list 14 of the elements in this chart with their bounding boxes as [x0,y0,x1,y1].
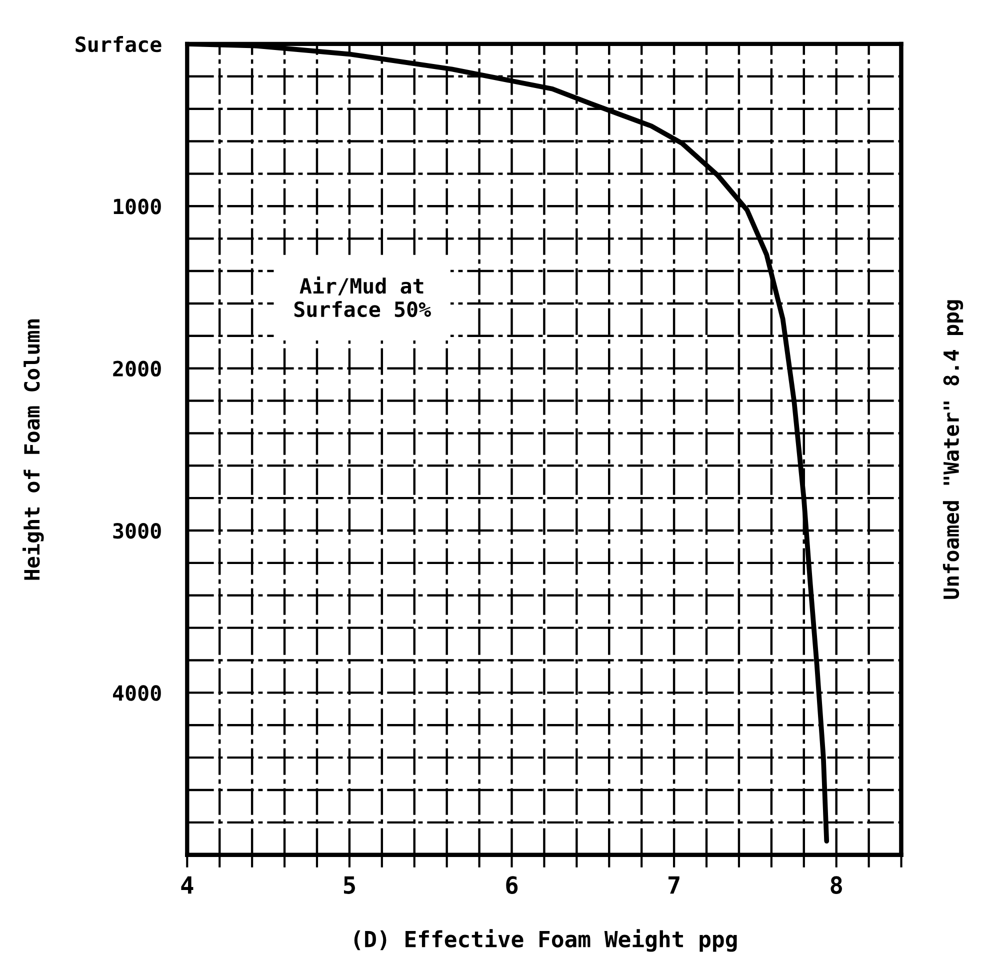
annotation: Air/Mud at Surface 50% [294,276,431,318]
x-tick-label: 6 [506,876,518,894]
y-tick-label: 4000 [113,685,161,701]
x-tick-label: 7 [668,876,680,894]
y-tick-label: 2000 [113,360,161,377]
x-tick-label: 8 [830,876,842,894]
x-tick-label: 4 [181,876,194,894]
x-tick-label: 5 [344,876,355,894]
y-tick-label: Surface [76,36,162,52]
x-axis-title: (D) Effective Foam Weight ppg [354,929,737,952]
y-tick-label: 3000 [113,522,161,539]
y-tick-label: 1000 [114,198,161,214]
y-axis-title: Height of Foam Column [22,319,44,580]
ref-line-label: Unfoamed "Water" 8.4 ppg [942,300,964,599]
